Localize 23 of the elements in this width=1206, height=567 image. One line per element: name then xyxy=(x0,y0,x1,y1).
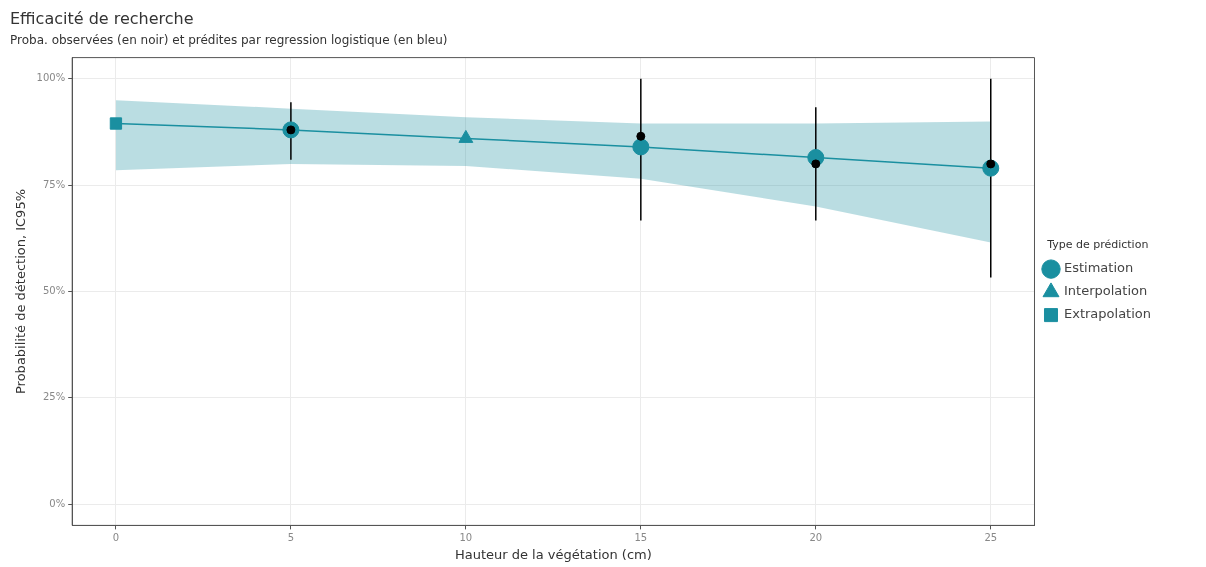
y-tick-label: 0% xyxy=(49,497,66,509)
point xyxy=(636,131,646,141)
point xyxy=(632,138,650,156)
x-axis-title: Hauteur de la végétation (cm) xyxy=(454,546,652,562)
x-tick-label: 10 xyxy=(459,531,473,543)
point xyxy=(811,159,821,169)
x-tick-label: 5 xyxy=(287,531,295,543)
x-tick-label: 25 xyxy=(984,531,998,543)
legend-label: Extrapolation xyxy=(1064,306,1152,322)
y-tick-label: 25% xyxy=(42,391,66,403)
x-tick-label: 20 xyxy=(809,531,823,543)
x-tick-label: 15 xyxy=(634,531,648,543)
chart-title: Efficacité de recherche xyxy=(10,8,194,28)
x-tick-label: 0 xyxy=(112,531,120,543)
legend-title: Type de prédiction xyxy=(1046,237,1149,251)
point xyxy=(109,117,123,130)
y-axis-title: Probabilité de détection, IC95% xyxy=(13,188,29,395)
legend-label: Estimation xyxy=(1064,260,1134,276)
y-tick-label: 50% xyxy=(42,285,66,297)
chart-subtitle: Proba. observées (en noir) et prédites par regression logistique (en bleu) xyxy=(10,32,448,47)
y-tick-label: 100% xyxy=(36,72,66,84)
legend-label: Interpolation xyxy=(1064,283,1148,299)
y-tick-label: 75% xyxy=(42,178,66,190)
